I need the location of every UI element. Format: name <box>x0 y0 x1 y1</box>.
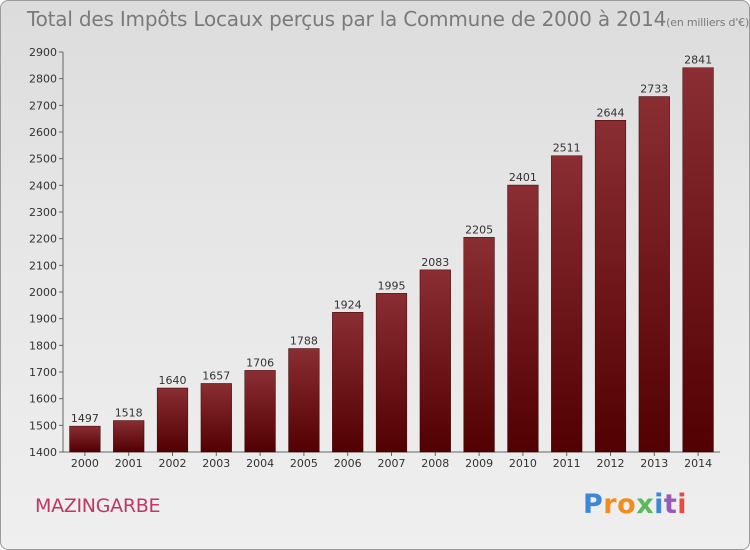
bar-value-label: 1657 <box>202 369 230 382</box>
y-tick-label: 2700 <box>29 99 57 112</box>
x-tick-label: 2009 <box>465 457 493 470</box>
y-tick-label: 2200 <box>29 233 57 246</box>
x-tick-label: 2013 <box>640 457 668 470</box>
bar-2007 <box>375 293 408 453</box>
title-unit: (en milliers d'€) <box>666 16 750 29</box>
bar-2009 <box>463 237 495 453</box>
bar-2010 <box>507 184 539 453</box>
bar-value-label: 1924 <box>334 298 362 311</box>
bar-value-label: 1640 <box>159 374 187 387</box>
axes: 1400 1500 1600 1700 1800 1900 2000 2100 2200 2300… <box>29 46 720 470</box>
x-tick-label: 2002 <box>159 457 187 470</box>
y-tick-label: 2100 <box>29 259 57 272</box>
x-tick-label: 2010 <box>509 457 537 470</box>
bar-value-label: 2644 <box>597 106 625 119</box>
bar-2011 <box>551 155 583 453</box>
brand-letter: t <box>663 489 678 520</box>
bar-2002 <box>156 387 189 453</box>
bar-2014 <box>682 67 714 453</box>
y-tick-label: 2400 <box>29 179 57 192</box>
bar-value-label: 1995 <box>378 279 406 292</box>
x-tick-label: 2003 <box>202 457 230 470</box>
bar-2001 <box>113 420 145 453</box>
x-tick-label: 2006 <box>334 457 362 470</box>
brand-letter: o <box>617 489 637 520</box>
x-tick-label: 2000 <box>71 457 99 470</box>
y-tick-label: 2300 <box>29 206 57 219</box>
brand-letter: x <box>636 489 655 520</box>
x-tick-label: 2011 <box>553 457 581 470</box>
bar-2012 <box>594 120 627 453</box>
x-tick-label: 2004 <box>246 457 274 470</box>
y-tick-label: 1900 <box>29 313 57 326</box>
bar-value-label: 2511 <box>553 142 581 155</box>
bar-value-label: 1497 <box>71 412 99 425</box>
y-tick-label: 2500 <box>29 153 57 166</box>
x-tick-label: 2005 <box>290 457 318 470</box>
bar-2005 <box>288 348 320 453</box>
commune-name: MAZINGARBE <box>35 495 161 517</box>
bar-value-label: 2205 <box>465 223 493 236</box>
x-tick-label: 2008 <box>421 457 449 470</box>
bar-2008 <box>419 269 451 453</box>
proxiti-logo: Proxiti <box>583 489 687 520</box>
bar-value-label: 1706 <box>246 356 274 369</box>
bar-value-label: 2841 <box>684 54 712 67</box>
bar-2013 <box>638 96 670 453</box>
bar-value-label: 2083 <box>421 256 449 269</box>
brand-letter: P <box>583 489 604 520</box>
bar-value-label: 2401 <box>509 171 537 184</box>
x-tick-label: 2001 <box>115 457 143 470</box>
brand-letter: r <box>603 489 618 520</box>
bar-value-label: 1518 <box>115 407 143 420</box>
bar-value-label: 1788 <box>290 335 318 348</box>
y-tick-label: 1500 <box>29 419 57 432</box>
brand-letter: i <box>654 489 664 520</box>
bar-2004 <box>244 370 276 453</box>
bar-value-label: 2733 <box>640 83 668 96</box>
x-tick-label: 2012 <box>597 457 625 470</box>
brand-letter: i <box>677 489 688 520</box>
bar-2000 <box>69 425 101 453</box>
y-tick-label: 2900 <box>29 46 57 59</box>
bar-2003 <box>200 383 232 453</box>
title-text: Total des Impôts Locaux perçus par la Co… <box>27 7 667 31</box>
x-tick-label: 2007 <box>378 457 406 470</box>
y-tick-label: 1400 <box>29 446 57 459</box>
bars: 1497 1518 1640 1657 1706 1788 1924 1995 2083 2205… <box>69 54 714 453</box>
x-tick-label: 2014 <box>684 457 712 470</box>
y-tick-label: 2600 <box>29 126 57 139</box>
y-tick-label: 2000 <box>29 286 57 299</box>
y-tick-label: 1800 <box>29 339 57 352</box>
y-tick-label: 2800 <box>29 73 57 86</box>
bar-2006 <box>332 312 364 453</box>
y-tick-label: 1700 <box>29 366 57 379</box>
y-tick-label: 1600 <box>29 393 57 406</box>
chart-title: Total des Impôts Locaux perçus par la Co… <box>27 7 749 31</box>
